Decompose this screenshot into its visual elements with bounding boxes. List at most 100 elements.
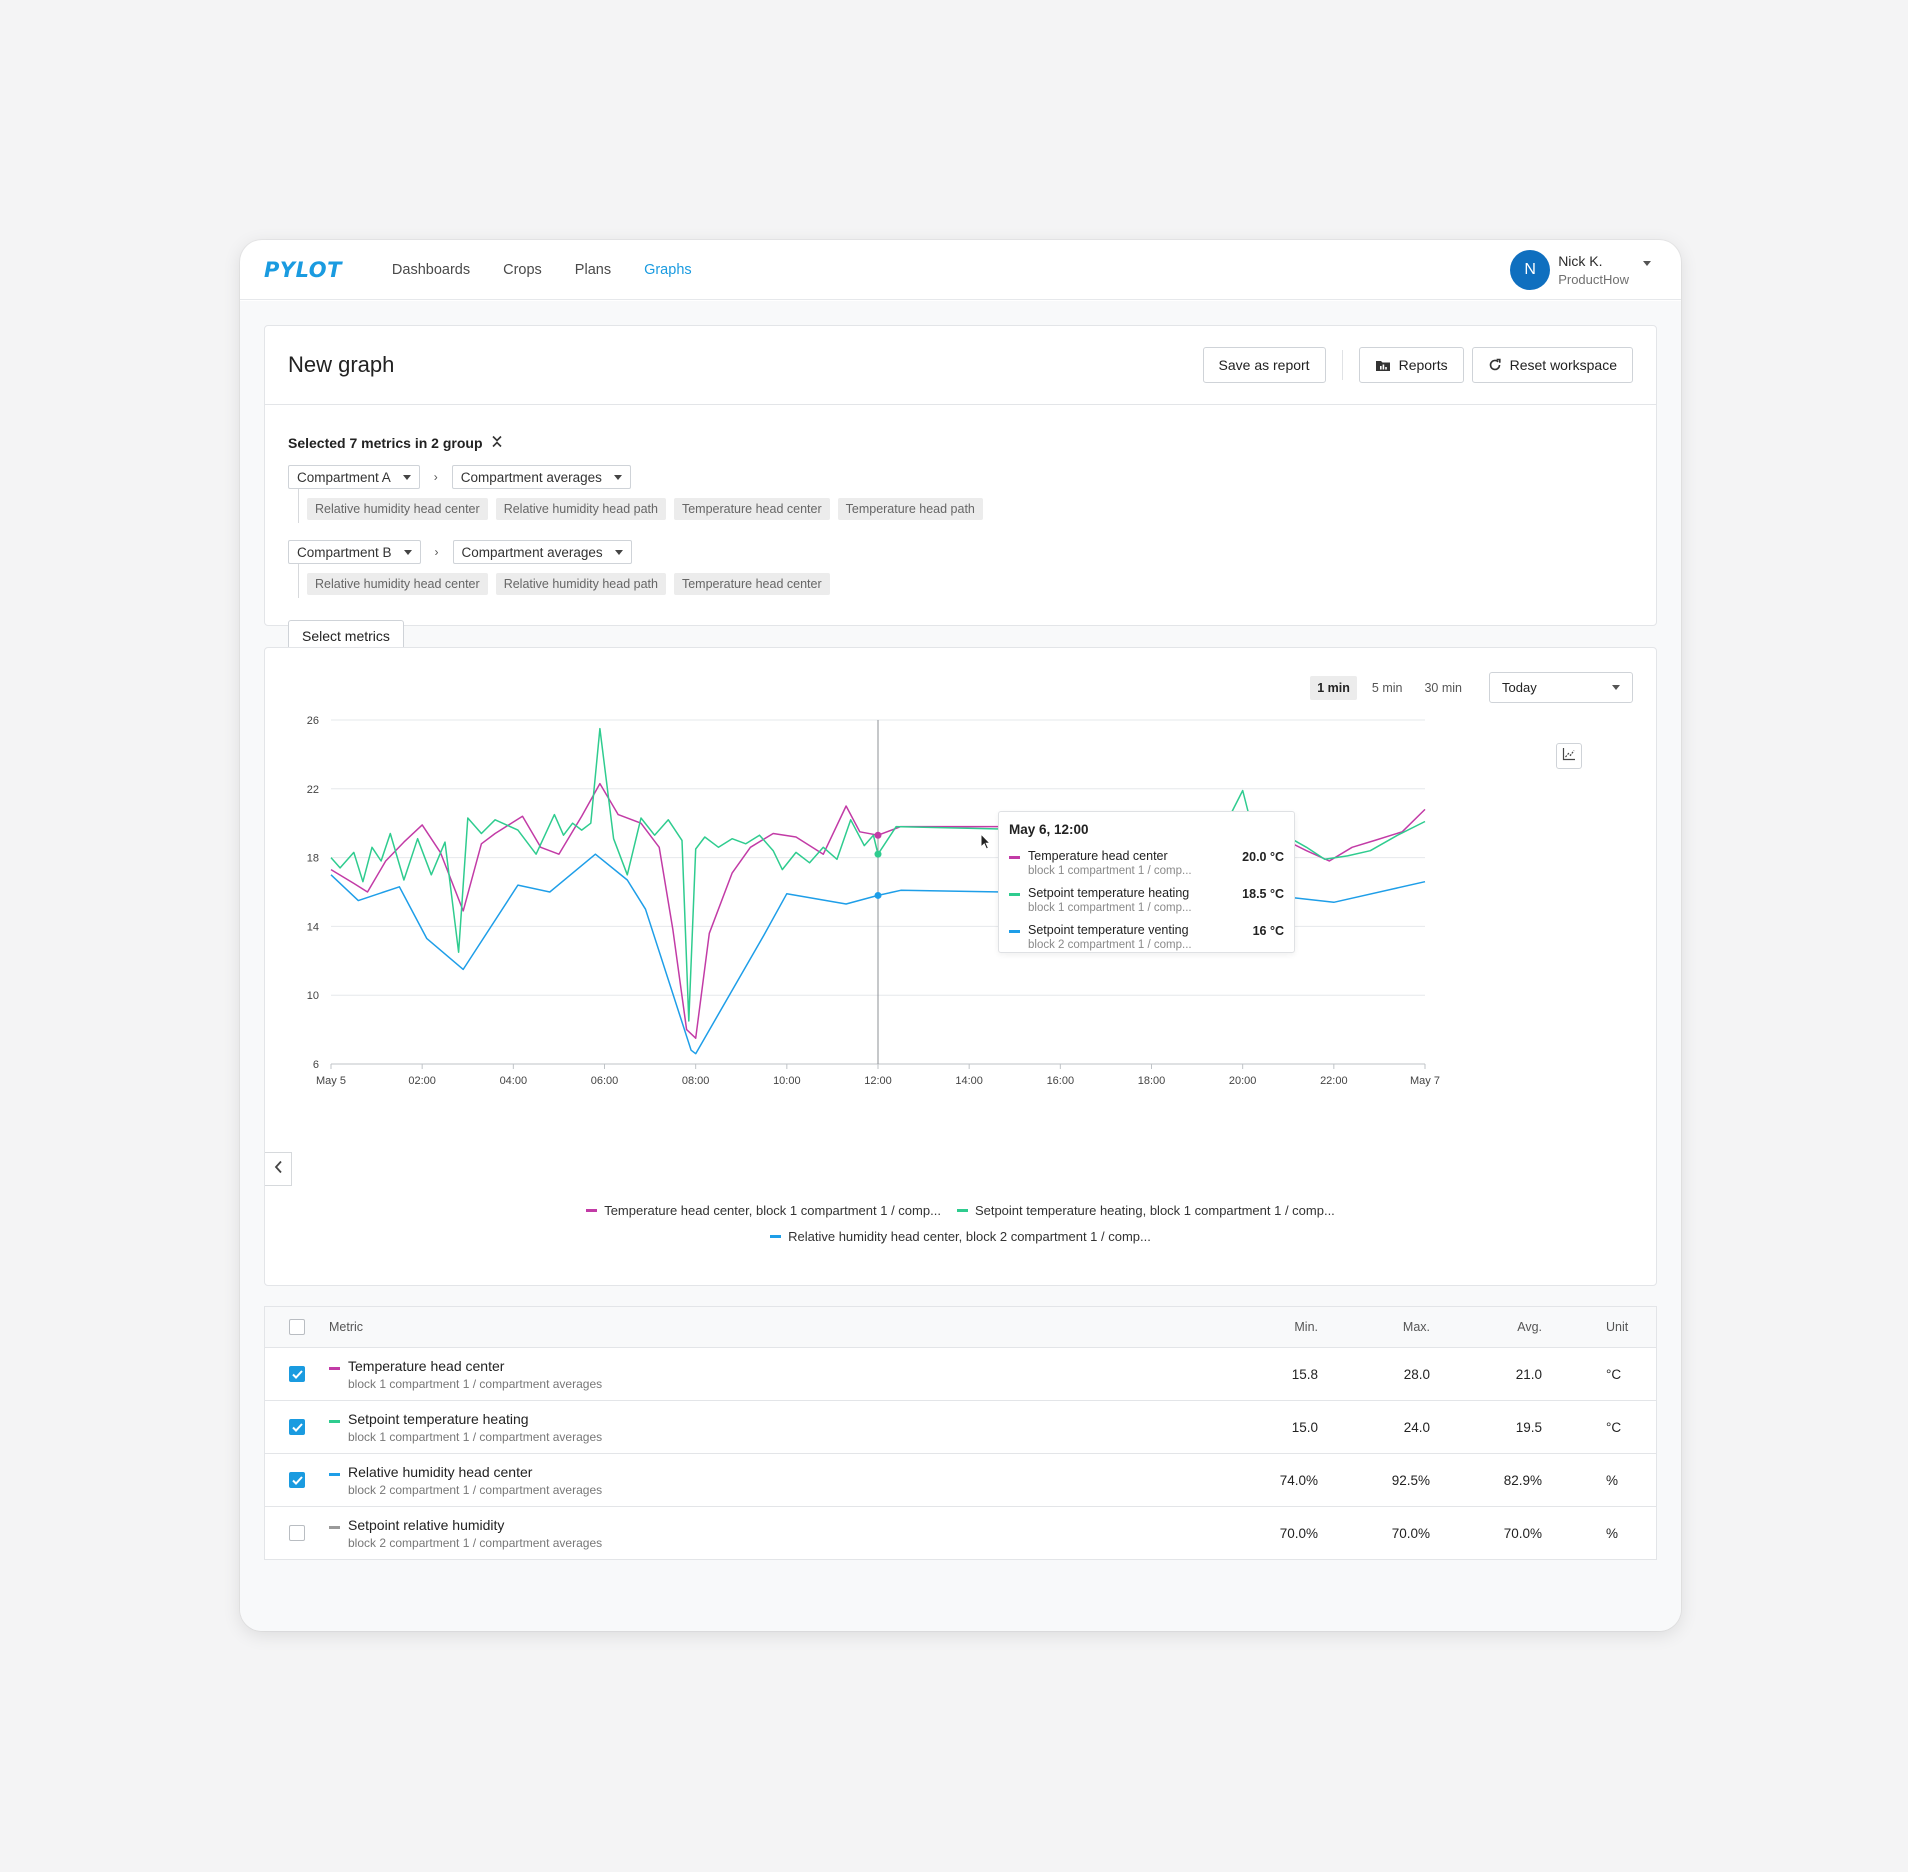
hover-point	[874, 850, 882, 858]
hover-point	[874, 891, 882, 899]
chart-type-toggle[interactable]	[1556, 743, 1582, 769]
metric-selection: Selected 7 metrics in 2 group Compartmen…	[265, 405, 1656, 651]
check-icon	[291, 1422, 303, 1432]
compartment-select[interactable]: Compartment A	[288, 465, 420, 489]
save-as-report-button[interactable]: Save as report	[1202, 347, 1326, 383]
interval-30min[interactable]: 30 min	[1424, 680, 1462, 695]
select-metrics-button[interactable]: Select metrics	[288, 620, 404, 651]
metric-chip[interactable]: Relative humidity head path	[495, 498, 666, 520]
metric-chip[interactable]: Relative humidity head center	[307, 573, 488, 595]
table-row[interactable]: Setpoint temperature heating block 1 comp…	[265, 1401, 1656, 1454]
previous-period-button[interactable]	[265, 1152, 292, 1186]
nav-crops[interactable]: Crops	[503, 261, 542, 278]
x-tick-label: 14:00	[955, 1075, 983, 1087]
column-metric[interactable]: Metric	[329, 1320, 364, 1334]
interval-5min[interactable]: 5 min	[1371, 680, 1403, 695]
reports-button[interactable]: Reports	[1358, 347, 1464, 383]
collapse-icon[interactable]	[491, 435, 503, 451]
metric-chip[interactable]: Temperature head center	[673, 498, 830, 520]
x-tick-label: 02:00	[408, 1075, 436, 1087]
y-tick-label: 18	[307, 853, 319, 865]
metric-chip[interactable]: Relative humidity head center	[307, 498, 488, 520]
column-avg[interactable]: Avg.	[1517, 1320, 1542, 1334]
avg-value: 19.5	[1515, 1419, 1542, 1435]
x-tick-label: 06:00	[591, 1075, 619, 1087]
metric-chip[interactable]: Temperature head path	[837, 498, 983, 520]
x-tick-label: 08:00	[682, 1075, 710, 1087]
tooltip-value: 18.5 °C	[1242, 887, 1284, 901]
metric-name: Setpoint temperature heating	[348, 1410, 529, 1427]
period-select[interactable]: Today	[1489, 672, 1633, 703]
compartment-value: Compartment A	[297, 469, 391, 485]
line-chart[interactable]: 26 22 18 14 10 6 May 5 02:00 04:00 06:00 08:00 10:0…	[265, 648, 1658, 1287]
series-swatch	[1009, 856, 1020, 859]
column-unit[interactable]: Unit	[1606, 1320, 1629, 1334]
legend-swatch	[770, 1235, 782, 1238]
avatar: N	[1510, 250, 1551, 290]
table-row[interactable]: Temperature head center block 1 compartme…	[265, 1348, 1656, 1401]
check-icon	[291, 1369, 303, 1379]
view-select[interactable]: Compartment averages	[451, 465, 631, 489]
nav-dashboards[interactable]: Dashboards	[391, 261, 471, 278]
row-checkbox[interactable]	[289, 1525, 305, 1541]
interval-1min[interactable]: 1 min	[1310, 675, 1357, 700]
metric-chip[interactable]: Temperature head center	[673, 573, 830, 595]
nav-graphs[interactable]: Graphs	[644, 261, 692, 278]
reset-workspace-label: Reset workspace	[1509, 357, 1617, 373]
selection-title: Selected 7 metrics in 2 group	[288, 435, 483, 451]
metric-name: Setpoint relative humidity	[348, 1516, 505, 1533]
legend-swatch	[586, 1209, 598, 1212]
chart-legend: Temperature head center, block 1 compart…	[265, 1203, 1656, 1255]
column-min[interactable]: Min.	[1294, 1320, 1318, 1334]
app-logo[interactable]: PYLOT	[264, 257, 342, 282]
metrics-table: Metric Min. Max. Avg. Unit Temperature h…	[264, 1306, 1657, 1560]
tooltip-title: May 6, 12:00	[1009, 822, 1089, 837]
chevron-right-icon: ›	[433, 470, 438, 484]
top-navigation: PYLOT Dashboards Crops Plans Graphs N Ni…	[240, 240, 1681, 300]
view-select[interactable]: Compartment averages	[452, 540, 632, 564]
series-swatch	[329, 1472, 340, 1476]
metric-group-b: Compartment B › Compartment averages Rel…	[288, 540, 1633, 598]
select-all-checkbox[interactable]	[289, 1319, 305, 1335]
metric-group-a: Compartment A › Compartment averages Rel…	[288, 465, 1633, 523]
metric-chip[interactable]: Relative humidity head path	[495, 573, 666, 595]
table-header: Metric Min. Max. Avg. Unit	[265, 1307, 1656, 1348]
legend-item[interactable]: Relative humidity head center, block 2 c…	[770, 1229, 1151, 1244]
chevron-right-icon: ›	[434, 545, 439, 559]
tooltip-value: 16 °C	[1252, 924, 1284, 938]
x-tick-label: 18:00	[1138, 1075, 1166, 1087]
chevron-down-icon	[403, 549, 412, 555]
metric-chips: Relative humidity head center Relative h…	[298, 564, 1633, 598]
legend-item[interactable]: Setpoint temperature heating, block 1 co…	[956, 1203, 1335, 1218]
max-value: 70.0%	[1391, 1525, 1430, 1541]
period-value: Today	[1502, 680, 1537, 695]
unit-value: °C	[1606, 1419, 1622, 1435]
view-value: Compartment averages	[461, 544, 603, 560]
row-checkbox[interactable]	[289, 1419, 305, 1435]
selection-summary[interactable]: Selected 7 metrics in 2 group	[288, 435, 1633, 451]
view-value: Compartment averages	[460, 469, 602, 485]
legend-item[interactable]: Temperature head center, block 1 compart…	[586, 1203, 941, 1218]
table-row[interactable]: Relative humidity head center block 2 com…	[265, 1454, 1656, 1507]
y-tick-label: 26	[307, 715, 319, 727]
compartment-select[interactable]: Compartment B	[288, 540, 421, 564]
column-max[interactable]: Max.	[1402, 1320, 1430, 1334]
page-title: New graph	[288, 352, 395, 377]
row-checkbox[interactable]	[289, 1472, 305, 1488]
row-checkbox[interactable]	[289, 1366, 305, 1382]
min-value: 15.8	[1291, 1366, 1318, 1382]
metric-path: block 2 compartment 1 / compartment aver…	[348, 1482, 603, 1497]
table-row[interactable]: Setpoint relative humidity block 2 compar…	[265, 1507, 1656, 1560]
x-tick-label: May 7	[1410, 1075, 1440, 1087]
tooltip-series-path: block 2 compartment 1 / comp...	[1028, 939, 1192, 951]
unit-value: %	[1606, 1525, 1619, 1541]
reports-icon	[1375, 359, 1391, 372]
series-swatch	[1009, 930, 1020, 933]
reset-workspace-button[interactable]: Reset workspace	[1471, 347, 1633, 383]
chart-controls: 1 min 5 min 30 min Today	[1310, 672, 1633, 703]
avg-value: 70.0%	[1503, 1525, 1542, 1541]
user-menu[interactable]: N Nick K. ProductHow	[1510, 250, 1651, 290]
chart-tooltip: May 6, 12:00 Temperature head center bloc…	[998, 811, 1295, 953]
main-content: New graph Save as report Reports Reset w…	[240, 301, 1681, 1631]
nav-plans[interactable]: Plans	[574, 261, 612, 278]
